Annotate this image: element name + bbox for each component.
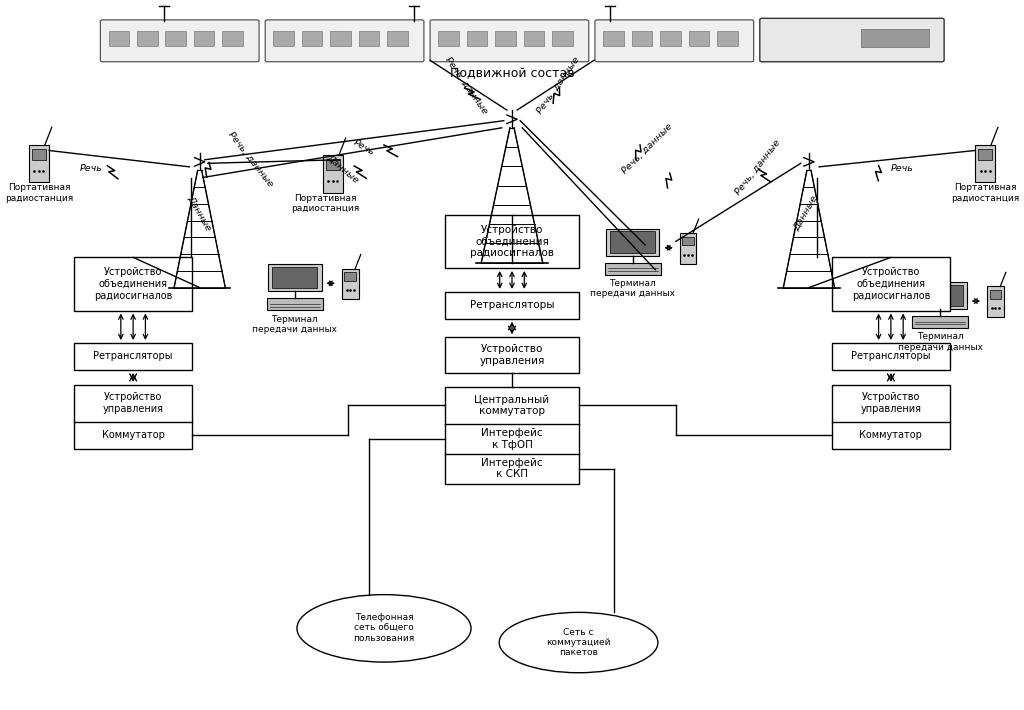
Bar xyxy=(523,31,544,45)
Text: Речь, данные: Речь, данные xyxy=(733,138,782,196)
Text: Устройство
управления: Устройство управления xyxy=(479,344,545,366)
Bar xyxy=(344,273,356,281)
Bar xyxy=(272,267,317,288)
Text: Портативная
радиостанция: Портативная радиостанция xyxy=(292,194,359,213)
FancyBboxPatch shape xyxy=(265,20,424,62)
Bar xyxy=(166,31,186,45)
Bar xyxy=(496,31,516,45)
Text: Ретрансляторы: Ретрансляторы xyxy=(470,300,554,310)
Bar xyxy=(331,31,351,45)
Text: Терминал
передачи данных: Терминал передачи данных xyxy=(897,332,983,351)
Bar xyxy=(438,31,459,45)
Text: Ретрансляторы: Ретрансляторы xyxy=(851,351,931,361)
Bar xyxy=(75,257,193,311)
Bar xyxy=(445,214,579,268)
Ellipse shape xyxy=(297,595,471,662)
Bar xyxy=(610,231,655,253)
Text: Ретрансляторы: Ретрансляторы xyxy=(93,351,173,361)
Text: Подвижной состав: Подвижной состав xyxy=(450,67,574,80)
Text: Телефонная
сеть общего
пользования: Телефонная сеть общего пользования xyxy=(353,613,415,643)
Bar xyxy=(918,285,963,306)
Bar xyxy=(302,31,323,45)
Text: Коммутатор: Коммутатор xyxy=(101,430,165,440)
FancyBboxPatch shape xyxy=(760,18,944,62)
Text: Устройство
объединения
радиосигналов: Устройство объединения радиосигналов xyxy=(470,225,554,258)
Text: Речь, данные: Речь, данные xyxy=(226,131,275,189)
Bar xyxy=(912,316,969,328)
Text: Речь, данные: Речь, данные xyxy=(536,55,581,115)
Text: Портативная
радиостанция: Портативная радиостанция xyxy=(951,183,1019,202)
Text: Речь, данные: Речь, данные xyxy=(443,55,488,115)
Text: Устройство
управления: Устройство управления xyxy=(102,393,164,414)
Text: Данные: Данные xyxy=(186,194,213,232)
Bar xyxy=(268,264,322,291)
Text: Речь, данные: Речь, данные xyxy=(621,122,674,176)
Text: Устройство
объединения
радиосигналов: Устройство объединения радиосигналов xyxy=(852,268,930,300)
Bar xyxy=(978,149,992,160)
Bar xyxy=(75,343,193,370)
Bar xyxy=(717,31,737,45)
Bar xyxy=(603,31,624,45)
Text: Коммутатор: Коммутатор xyxy=(859,430,923,440)
Bar xyxy=(913,282,967,309)
Bar xyxy=(358,31,379,45)
Bar xyxy=(387,31,408,45)
Bar xyxy=(109,31,129,45)
Bar xyxy=(680,233,696,264)
Text: Данные: Данные xyxy=(326,153,360,185)
Bar xyxy=(194,31,214,45)
Bar xyxy=(266,298,323,310)
Text: Устройство
объединения
радиосигналов: Устройство объединения радиосигналов xyxy=(94,268,172,300)
Bar xyxy=(342,268,358,300)
Text: Речь: Речь xyxy=(80,165,102,173)
Text: Устройство
управления: Устройство управления xyxy=(860,393,922,414)
Ellipse shape xyxy=(499,612,657,673)
Bar xyxy=(467,31,487,45)
Text: Центральный
коммутатор: Центральный коммутатор xyxy=(474,395,550,416)
Bar xyxy=(688,31,709,45)
Bar xyxy=(326,160,340,170)
Bar xyxy=(445,292,579,319)
Text: Портативная
радиостанция: Портативная радиостанция xyxy=(5,183,73,202)
Bar xyxy=(831,343,950,370)
Bar xyxy=(323,155,343,192)
Bar xyxy=(660,31,681,45)
Bar xyxy=(606,229,659,256)
Bar xyxy=(32,149,46,160)
Bar xyxy=(989,290,1001,299)
Text: Речь: Речь xyxy=(351,138,376,158)
Bar xyxy=(445,387,579,484)
Text: Интерфейс
к ТфОП: Интерфейс к ТфОП xyxy=(481,428,543,449)
FancyBboxPatch shape xyxy=(430,20,589,62)
Bar xyxy=(632,31,652,45)
Text: Сеть с
коммутацией
пакетов: Сеть с коммутацией пакетов xyxy=(547,628,610,657)
Bar xyxy=(831,257,950,311)
Bar xyxy=(831,385,950,449)
Bar xyxy=(75,385,193,449)
Bar xyxy=(682,237,694,246)
Bar xyxy=(975,145,995,182)
Text: Терминал
передачи данных: Терминал передачи данных xyxy=(252,315,338,334)
Text: Данные: Данные xyxy=(793,194,819,232)
Bar xyxy=(273,31,294,45)
Bar xyxy=(445,337,579,373)
FancyBboxPatch shape xyxy=(595,20,754,62)
Bar xyxy=(222,31,243,45)
Bar xyxy=(861,29,930,47)
Bar xyxy=(29,145,49,182)
Bar xyxy=(137,31,158,45)
Text: Терминал
передачи данных: Терминал передачи данных xyxy=(590,279,676,298)
Bar xyxy=(604,263,662,275)
Text: Речь: Речь xyxy=(891,165,913,173)
Bar xyxy=(987,286,1004,317)
Bar xyxy=(552,31,572,45)
FancyBboxPatch shape xyxy=(100,20,259,62)
Text: Интерфейс
к СКП: Интерфейс к СКП xyxy=(481,458,543,479)
